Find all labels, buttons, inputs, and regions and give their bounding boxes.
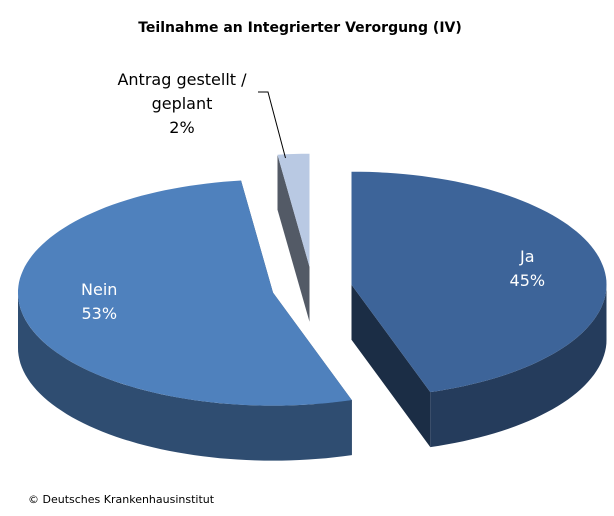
label-value: 45% — [509, 271, 546, 291]
label-value: 53% — [81, 304, 118, 324]
data-label: Antrag gestellt / geplant 2% — [117, 68, 247, 140]
label-value: 2% — [169, 118, 195, 137]
slice-side — [351, 284, 431, 448]
slice-side — [277, 154, 310, 322]
source: © Deutsches Krankenhausinstitut — [28, 493, 215, 506]
label-name: Antrag gestellt / geplant — [117, 70, 247, 113]
label-box: Nein 53% — [14, 278, 184, 326]
label-box: Ja 45% — [442, 245, 612, 293]
label-box: Antrag gestellt / geplant 2% — [117, 68, 247, 140]
data-label: Ja 45% — [442, 245, 612, 293]
leader-line — [258, 91, 286, 159]
chart-title: Teilnahme an Integrierter Verorgung (IV) — [138, 20, 462, 36]
data-label: Nein 53% — [14, 278, 184, 326]
slice — [351, 171, 607, 393]
label-name: Ja — [520, 247, 535, 267]
slice-wall — [430, 284, 607, 448]
label-name: Nein — [81, 280, 118, 300]
slice — [277, 153, 310, 267]
slice-wall — [18, 292, 352, 461]
slice — [18, 180, 352, 406]
pie: Ja 45% Nein 53% Antrag gestellt / geplant 2% — [14, 68, 612, 461]
